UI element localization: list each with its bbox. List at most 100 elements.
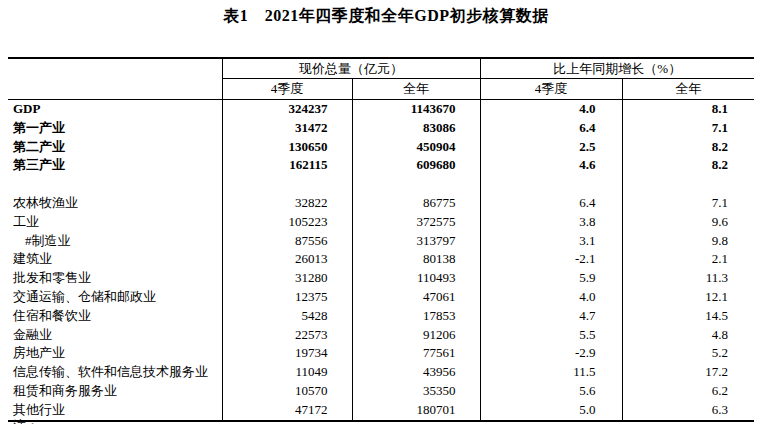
cell-value: 83086: [352, 119, 480, 138]
cell-value: 162115: [222, 156, 352, 175]
row-label: [8, 175, 222, 194]
cell-value: 11.3: [622, 269, 754, 288]
header-group-row: 现价总量（亿元） 比上年同期增长（%）: [8, 58, 754, 79]
table-row: 批发和零售业312801104935.911.3: [8, 269, 754, 288]
row-label: 批发和零售业: [8, 269, 222, 288]
cell-value: 4.0: [480, 100, 622, 119]
cell-value: 4.8: [622, 326, 754, 345]
cell-value: 5.0: [480, 401, 622, 421]
cell-value: 450904: [352, 138, 480, 157]
cell-value: 17.2: [622, 363, 754, 382]
table-row: 信息传输、软件和信息技术服务业110494395611.517.2: [8, 363, 754, 382]
row-label: GDP: [8, 100, 222, 119]
cell-value: 4.6: [480, 156, 622, 175]
cell-value: 32822: [222, 194, 352, 213]
cell-value: 8.1: [622, 100, 754, 119]
gdp-table: 现价总量（亿元） 比上年同期增长（%） 4季度 全年 4季度 全年 GDP324…: [8, 57, 754, 422]
table-row: GDP32423711436704.08.1: [8, 100, 754, 119]
cell-value: 3.8: [480, 213, 622, 232]
row-label: 住宿和餐饮业: [8, 307, 222, 326]
cell-value: 11.5: [480, 363, 622, 382]
header-growth-q4: 4季度: [480, 79, 622, 100]
table-row: 住宿和餐饮业5428178534.714.5: [8, 307, 754, 326]
header-growth-year: 全年: [622, 79, 754, 100]
table-row: 租赁和商务服务业10570353505.66.2: [8, 382, 754, 401]
footnote-partial: 注：: [13, 419, 39, 424]
table-header: 现价总量（亿元） 比上年同期增长（%） 4季度 全年 4季度 全年: [8, 58, 754, 100]
cell-value: 372575: [352, 213, 480, 232]
cell-value: 8.2: [622, 156, 754, 175]
header-group-amount: 现价总量（亿元）: [222, 58, 480, 79]
table-row: 工业1052233725753.89.6: [8, 213, 754, 232]
cell-value: 7.1: [622, 194, 754, 213]
cell-value: 324237: [222, 100, 352, 119]
cell-value: 43956: [352, 363, 480, 382]
row-label: #制造业: [8, 232, 222, 251]
row-label: 第三产业: [8, 156, 222, 175]
cell-value: 80138: [352, 250, 480, 269]
cell-value: 1143670: [352, 100, 480, 119]
table-row: 金融业22573912065.54.8: [8, 326, 754, 345]
cell-value: 31472: [222, 119, 352, 138]
cell-value: 31280: [222, 269, 352, 288]
cell-value: 3.1: [480, 232, 622, 251]
row-label: 工业: [8, 213, 222, 232]
table-row: 第三产业1621156096804.68.2: [8, 156, 754, 175]
cell-value: 14.5: [622, 307, 754, 326]
cell-value: 5.6: [480, 382, 622, 401]
cell-value: 47061: [352, 288, 480, 307]
cell-value: 12.1: [622, 288, 754, 307]
page-title: 表1 2021年四季度和全年GDP初步核算数据: [0, 0, 772, 26]
table-row: 第一产业31472830866.47.1: [8, 119, 754, 138]
cell-value: 110493: [352, 269, 480, 288]
cell-value: 2.1: [622, 250, 754, 269]
cell-value: 10570: [222, 382, 352, 401]
row-label: 第一产业: [8, 119, 222, 138]
cell-value: 6.2: [622, 382, 754, 401]
table-row: 交通运输、仓储和邮政业12375470614.012.1: [8, 288, 754, 307]
cell-value: 87556: [222, 232, 352, 251]
table-row: 房地产业1973477561-2.95.2: [8, 344, 754, 363]
header-label-cell: [8, 58, 222, 100]
cell-value: 8.2: [622, 138, 754, 157]
cell-value: 86775: [352, 194, 480, 213]
header-amount-year: 全年: [352, 79, 480, 100]
table-row: 第二产业1306504509042.58.2: [8, 138, 754, 157]
cell-value: 22573: [222, 326, 352, 345]
cell-value: 91206: [352, 326, 480, 345]
cell-value: 6.3: [622, 401, 754, 421]
row-label: 其他行业: [8, 401, 222, 421]
row-label: 农林牧渔业: [8, 194, 222, 213]
cell-value: 11049: [222, 363, 352, 382]
table-body: GDP32423711436704.08.1第一产业31472830866.47…: [8, 100, 754, 421]
cell-value: [222, 175, 352, 194]
table-row: 建筑业2601380138-2.12.1: [8, 250, 754, 269]
cell-value: 47172: [222, 401, 352, 421]
cell-value: 7.1: [622, 119, 754, 138]
table-row: 农林牧渔业32822867756.47.1: [8, 194, 754, 213]
cell-value: 105223: [222, 213, 352, 232]
cell-value: 609680: [352, 156, 480, 175]
cell-value: 5428: [222, 307, 352, 326]
cell-value: [352, 175, 480, 194]
spacer-row: [8, 175, 754, 194]
row-label: 租赁和商务服务业: [8, 382, 222, 401]
row-label: 交通运输、仓储和邮政业: [8, 288, 222, 307]
cell-value: 4.7: [480, 307, 622, 326]
row-label: 建筑业: [8, 250, 222, 269]
cell-value: -2.1: [480, 250, 622, 269]
row-label: 房地产业: [8, 344, 222, 363]
cell-value: 9.8: [622, 232, 754, 251]
cell-value: [622, 175, 754, 194]
cell-value: 77561: [352, 344, 480, 363]
cell-value: 2.5: [480, 138, 622, 157]
table-row: #制造业875563137973.19.8: [8, 232, 754, 251]
header-amount-q4: 4季度: [222, 79, 352, 100]
cell-value: 313797: [352, 232, 480, 251]
cell-value: 6.4: [480, 194, 622, 213]
row-label: 第二产业: [8, 138, 222, 157]
table-row: 其他行业471721807015.06.3: [8, 401, 754, 421]
cell-value: 5.9: [480, 269, 622, 288]
cell-value: 180701: [352, 401, 480, 421]
cell-value: 6.4: [480, 119, 622, 138]
